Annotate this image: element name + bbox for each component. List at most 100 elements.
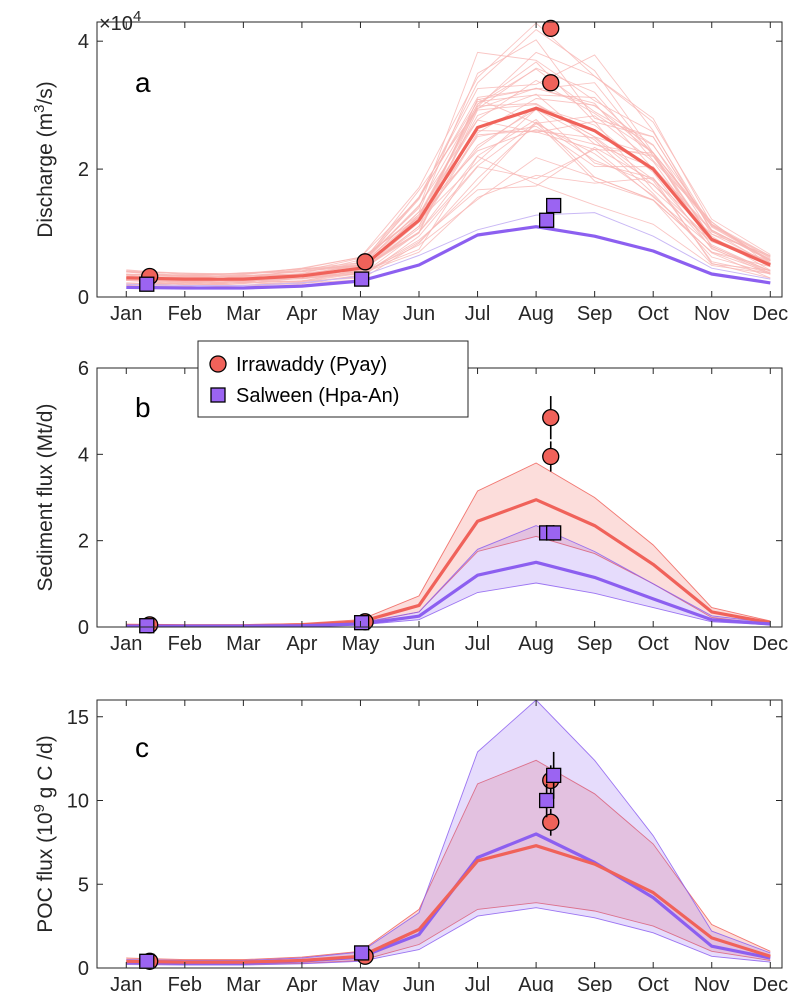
y-tick-label: 10	[67, 791, 89, 813]
legend: Irrawaddy (Pyay) Salween (Hpa-An)	[197, 340, 469, 418]
axes-box	[96, 699, 783, 969]
panel-letter-c: c	[135, 732, 149, 763]
obs-irrawaddy	[542, 74, 560, 92]
x-tick-label: Nov	[694, 303, 730, 325]
ensemble-line	[126, 82, 771, 277]
obs-salween	[353, 271, 370, 287]
x-tick-label: Apr	[286, 633, 317, 655]
x-tick-label: Mar	[226, 974, 261, 992]
obs-irrawaddy	[542, 447, 560, 466]
y-tick-label: 4	[78, 31, 89, 53]
x-tick-label: Dec	[753, 633, 789, 655]
x-tick-label: Jul	[465, 633, 491, 655]
y-tick-label: 0	[78, 617, 89, 639]
band-upper-salween	[126, 700, 771, 961]
y-tick-label: 2	[78, 159, 89, 181]
band-irrawaddy	[126, 760, 771, 965]
ensemble-line	[126, 108, 771, 285]
legend-label-salween: Salween (Hpa-An)	[236, 385, 399, 407]
y-tick-label: 4	[78, 444, 89, 466]
y-tick-label: 15	[67, 707, 89, 729]
x-tick-label: Mar	[226, 303, 261, 325]
x-tick-label: Sep	[577, 974, 613, 992]
panel-b: Jan Feb Mar Apr May Jun Jul Aug Sep Oct Nov Dec 0 2 4 6…	[34, 358, 788, 655]
x-tick-label: Nov	[694, 633, 730, 655]
y-tick-label: 0	[78, 958, 89, 980]
obs-irrawaddy	[542, 408, 560, 427]
obs-salween	[546, 197, 562, 214]
x-tick-label: Aug	[518, 974, 554, 992]
ensemble-line-salween	[126, 212, 771, 286]
x-tick-label: Dec	[753, 974, 789, 992]
y-scale-exponent: ×104	[99, 8, 141, 35]
x-tick-label: Oct	[638, 303, 670, 325]
x-tick-label: Feb	[168, 974, 202, 992]
obs-salween	[353, 945, 370, 961]
x-tick-label: Jan	[110, 633, 142, 655]
panel-letter-b: b	[135, 392, 151, 423]
x-tick-label: Dec	[753, 303, 789, 325]
legend-marker-salween	[210, 387, 226, 403]
y-axis-label: Discharge (m3/s)	[31, 81, 57, 238]
obs-salween	[139, 953, 155, 969]
x-tick-label: Apr	[286, 303, 317, 325]
x-tick-label: Feb	[168, 633, 202, 655]
mean-line-irrawaddy	[126, 106, 771, 281]
ensemble-line	[126, 29, 771, 276]
ensemble-line	[126, 108, 771, 283]
mean-line-irrawaddy	[126, 844, 771, 964]
obs-salween	[538, 212, 555, 228]
plot-area	[126, 462, 771, 627]
x-tick-label: Sep	[577, 303, 613, 325]
mean-line-salween	[126, 560, 771, 627]
obs-salween	[139, 618, 155, 634]
plot-area	[126, 22, 771, 290]
x-tick-label: Sep	[577, 633, 613, 655]
x-tick-label: Feb	[168, 303, 202, 325]
obs-salween	[546, 525, 562, 541]
legend-marker-irrawaddy	[209, 355, 227, 373]
obs-irrawaddy	[542, 813, 560, 831]
x-tick-label: Jan	[110, 974, 142, 992]
x-tick-label: Oct	[638, 633, 670, 655]
obs-salween	[353, 615, 370, 631]
x-tick-label: Jul	[465, 974, 491, 992]
obs-salween	[538, 792, 555, 809]
legend-label-irrawaddy: Irrawaddy (Pyay)	[236, 354, 387, 376]
y-tick-label: 0	[78, 287, 89, 309]
y-tick-label: 2	[78, 531, 89, 553]
ensemble-line	[126, 39, 771, 277]
x-tick-label: Jun	[403, 974, 435, 992]
band-lower-salween	[126, 907, 771, 966]
panel-letter-a: a	[135, 67, 151, 98]
obs-irrawaddy	[356, 253, 374, 271]
legend-box	[197, 340, 469, 418]
x-tick-label: May	[342, 303, 380, 325]
x-tick-label: Jun	[403, 303, 435, 325]
obs-salween	[139, 276, 155, 292]
obs-salween	[546, 767, 562, 784]
panel-a: Jan Feb Mar Apr May Jun Jul Aug Sep Oct Nov Dec 0 2 4 D…	[31, 8, 788, 325]
ensemble-line	[126, 98, 771, 283]
x-tick-label: Oct	[638, 974, 670, 992]
x-tick-label: May	[342, 633, 380, 655]
band-upper-irrawaddy	[126, 759, 771, 961]
y-tick-label: 5	[78, 874, 89, 896]
ensemble-line	[126, 174, 771, 287]
y-axis-label: Sediment flux (Mt/d)	[34, 404, 57, 592]
x-tick-label: Aug	[518, 633, 554, 655]
axes-box	[96, 21, 783, 298]
panel-c: Jan Feb Mar Apr May Jun Jul Aug Sep Oct Nov Dec 0 5 10…	[31, 699, 789, 992]
y-axis-label: POC flux (109 g C /d)	[31, 735, 57, 932]
y-tick-label: 6	[78, 358, 89, 380]
x-tick-label: Jun	[403, 633, 435, 655]
plot-area	[126, 700, 771, 966]
x-tick-label: Jul	[465, 303, 491, 325]
mean-line-salween	[126, 225, 771, 290]
x-tick-label: Jan	[110, 303, 142, 325]
obs-irrawaddy	[542, 19, 560, 38]
x-tick-label: Aug	[518, 303, 554, 325]
x-tick-label: Apr	[286, 974, 317, 992]
band-irrawaddy	[126, 463, 771, 627]
